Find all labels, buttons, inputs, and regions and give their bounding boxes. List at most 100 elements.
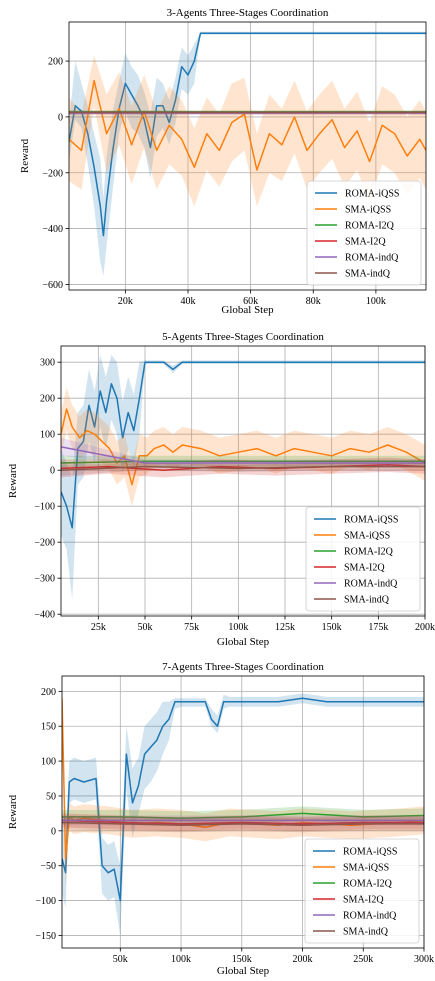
axes-frame <box>68 21 427 291</box>
series-line-roma-i2q <box>61 460 425 464</box>
legend-label-roma-i2q: ROMA-I2Q <box>345 221 395 232</box>
legend-label-sma-iqss: SMA-iQSS <box>343 863 389 874</box>
x-tick-label: 75k <box>184 622 199 633</box>
x-axis-label: Global Step <box>217 965 270 977</box>
x-tick-label: 200k <box>293 954 313 965</box>
y-tick-label: 0 <box>58 112 63 123</box>
y-tick-label: −400 <box>34 610 55 621</box>
x-tick-label: 200k <box>415 622 435 633</box>
legend: ROMA-iQSS SMA-iQSS ROMA-I2Q SMA-I2Q ROMA-ind… <box>305 506 421 612</box>
y-tick-label: 200 <box>41 687 56 698</box>
y-tick-label: 0 <box>51 826 56 837</box>
plot-area <box>62 684 424 936</box>
y-tick-label: −50 <box>40 861 56 872</box>
y-tick-label: −400 <box>42 224 63 235</box>
y-tick-label: −200 <box>42 168 63 179</box>
legend-label-sma-indq: SMA-indQ <box>343 927 389 938</box>
legend-label-sma-iqss: SMA-iQSS <box>344 531 390 542</box>
y-tick-label: 200 <box>48 57 63 68</box>
chart-panel-1: 20k 40k 60k 80k 100k −600 −400 −200 0 200 3-Agents… <box>19 7 427 316</box>
legend-label-roma-i2q: ROMA-I2Q <box>344 547 394 558</box>
legend: ROMA-iQSS SMA-iQSS ROMA-I2Q SMA-I2Q ROMA-ind… <box>304 838 420 944</box>
legend-label-roma-indq: ROMA-indQ <box>343 911 397 922</box>
x-tick-label: 100k <box>228 622 248 633</box>
x-tick-label: 100k <box>366 296 386 307</box>
y-axis-label: Reward <box>19 138 31 173</box>
y-axis-label: Reward <box>7 794 19 829</box>
y-tick-label: 200 <box>40 394 55 405</box>
y-tick-label: 300 <box>40 358 55 369</box>
x-tick-label: 50k <box>113 954 128 965</box>
y-axis-label: Reward <box>7 463 19 498</box>
x-tick-label: 40k <box>181 296 196 307</box>
x-tick-label: 175k <box>368 622 388 633</box>
legend-label-roma-indq: ROMA-indQ <box>344 579 398 590</box>
x-tick-label: 125k <box>275 622 295 633</box>
series-band-roma-iqss <box>62 693 424 936</box>
y-tick-label: 50 <box>46 791 56 802</box>
x-tick-label: 300k <box>414 954 434 965</box>
x-tick-label: 50k <box>138 622 153 633</box>
axes-frame <box>61 675 425 949</box>
legend-box <box>304 838 420 944</box>
y-tick-label: 0 <box>50 466 55 477</box>
legend: ROMA-iQSS SMA-iQSS ROMA-I2Q SMA-I2Q ROMA-ind… <box>306 180 422 286</box>
y-tick-label: −150 <box>35 931 56 942</box>
plot-area <box>61 355 425 600</box>
chart-title: 7-Agents Three-Stages Coordination <box>162 661 324 673</box>
x-tick-label: 100k <box>171 954 191 965</box>
x-tick-label: 250k <box>353 954 373 965</box>
legend-box <box>306 180 422 286</box>
legend-label-roma-iqss: ROMA-iQSS <box>344 515 398 526</box>
chart-title: 3-Agents Three-Stages Coordination <box>167 7 329 19</box>
y-tick-label: −600 <box>42 280 63 291</box>
y-tick-label: −100 <box>35 896 56 907</box>
legend-box <box>305 506 421 612</box>
y-tick-label: −200 <box>34 538 55 549</box>
series-line-roma-indq <box>61 446 425 464</box>
legend-label-sma-i2q: SMA-I2Q <box>345 237 386 248</box>
y-tick-label: 100 <box>41 757 56 768</box>
y-tick-label: 100 <box>40 430 55 441</box>
series-line-sma-i2q <box>62 819 424 825</box>
series-line-sma-indq <box>61 465 425 471</box>
plot-area <box>69 31 426 276</box>
chart-title: 5-Agents Three-Stages Coordination <box>162 331 324 343</box>
x-tick-label: 20k <box>118 296 133 307</box>
x-tick-label: 150k <box>232 954 252 965</box>
legend-label-sma-indq: SMA-indQ <box>345 269 391 280</box>
chart-panel-3: 50k 100k 150k 200k 250k 300k −150 −100 −50 0 50 100… <box>7 661 434 977</box>
chart-panel-2: 25k 50k 75k 100k 125k 150k 175k 200k −400 −300 −20… <box>7 331 435 648</box>
legend-label-sma-i2q: SMA-I2Q <box>343 895 384 906</box>
x-tick-label: 25k <box>91 622 106 633</box>
y-tick-label: −300 <box>34 574 55 585</box>
y-tick-label: 150 <box>41 722 56 733</box>
series-line-sma-iqss <box>61 408 425 486</box>
legend-label-sma-iqss: SMA-iQSS <box>345 205 391 216</box>
y-tick-label: −100 <box>34 502 55 513</box>
legend-label-roma-i2q: ROMA-I2Q <box>343 879 393 890</box>
axes-frame <box>60 345 426 617</box>
legend-label-roma-iqss: ROMA-iQSS <box>343 847 397 858</box>
legend-label-sma-indq: SMA-indQ <box>344 595 390 606</box>
series-line-sma-indq <box>62 821 424 827</box>
legend-label-sma-i2q: SMA-I2Q <box>344 563 385 574</box>
series-line-sma-iqss <box>69 79 426 171</box>
x-tick-label: 80k <box>306 296 321 307</box>
x-tick-label: 60k <box>243 296 258 307</box>
series-line-roma-i2q <box>62 812 424 820</box>
series-band-roma-indq <box>61 437 425 467</box>
x-tick-label: 150k <box>322 622 342 633</box>
series-band-roma-iqss <box>69 31 426 276</box>
series-band-sma-iqss <box>61 387 425 507</box>
legend-label-roma-iqss: ROMA-iQSS <box>345 189 399 200</box>
x-axis-label: Global Step <box>221 304 274 316</box>
series-band-sma-iqss <box>62 684 424 887</box>
series-line-roma-iqss <box>69 32 426 237</box>
x-axis-label: Global Step <box>217 636 270 648</box>
legend-label-roma-indq: ROMA-indQ <box>345 253 399 264</box>
series-line-roma-iqss <box>61 361 425 529</box>
series-band-roma-iqss <box>61 355 425 600</box>
